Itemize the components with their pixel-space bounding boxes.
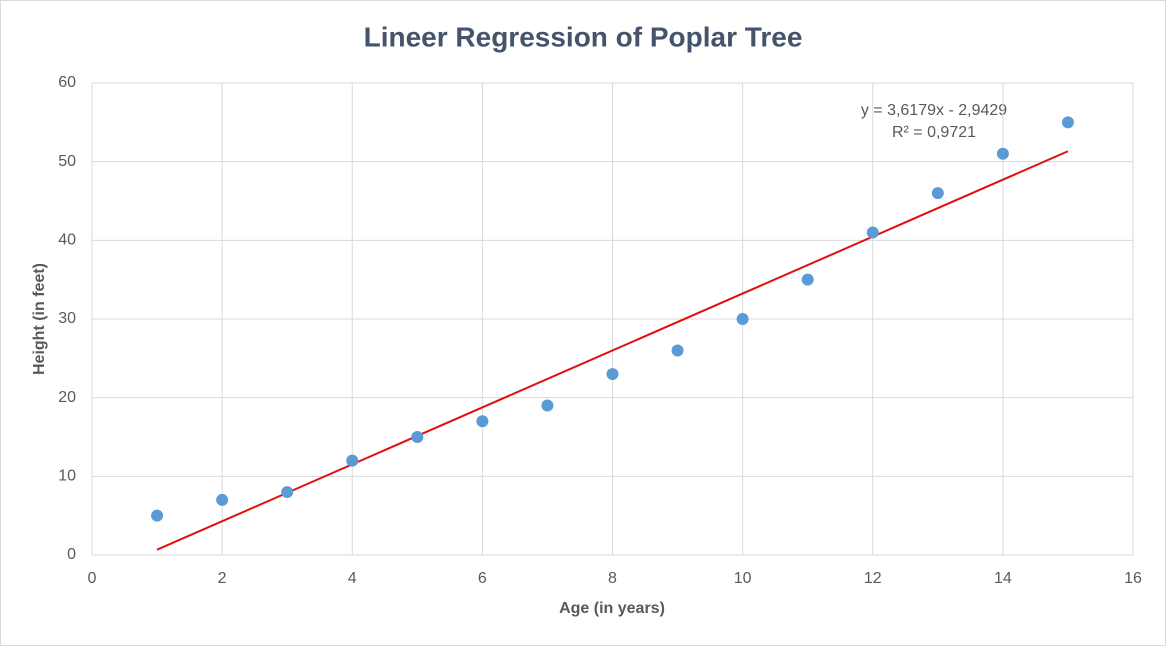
trendline-r-squared: R² = 0,9721 xyxy=(892,124,976,141)
data-point xyxy=(281,486,294,499)
x-tick-label: 0 xyxy=(88,570,97,587)
x-tick-label: 12 xyxy=(864,570,882,587)
data-point xyxy=(151,509,164,522)
trendline-equation: y = 3,6179x - 2,9429 xyxy=(861,102,1007,119)
y-axis-title: Height (in feet) xyxy=(31,263,48,375)
x-tick-label: 6 xyxy=(478,570,487,587)
x-tick-label: 14 xyxy=(994,570,1012,587)
x-tick-label: 10 xyxy=(734,570,752,587)
x-tick-label: 4 xyxy=(348,570,357,587)
data-point xyxy=(1061,116,1074,129)
x-tick-label: 2 xyxy=(218,570,227,587)
y-tick-label: 40 xyxy=(58,232,76,249)
y-tick-label: 0 xyxy=(67,546,76,563)
data-point xyxy=(736,313,749,325)
data-point xyxy=(606,368,619,381)
x-tick-label: 16 xyxy=(1124,570,1142,587)
data-point xyxy=(346,454,359,467)
data-point xyxy=(996,147,1009,160)
data-point xyxy=(411,431,424,443)
data-point xyxy=(541,399,554,412)
trendline xyxy=(156,150,1069,551)
data-point xyxy=(216,493,229,506)
chart-title: Lineer Regression of Poplar Tree xyxy=(364,21,803,52)
y-tick-label: 20 xyxy=(58,389,76,406)
y-tick-label: 30 xyxy=(58,310,76,327)
data-point xyxy=(476,415,489,428)
x-tick-label: 8 xyxy=(608,570,617,587)
data-point xyxy=(801,273,814,286)
y-tick-label: 50 xyxy=(58,153,76,170)
data-point xyxy=(931,187,944,200)
y-tick-label: 60 xyxy=(58,74,76,91)
data-point xyxy=(671,344,684,357)
x-axis-title: Age (in years) xyxy=(559,600,665,617)
y-tick-label: 10 xyxy=(58,468,76,485)
data-point xyxy=(866,226,879,239)
